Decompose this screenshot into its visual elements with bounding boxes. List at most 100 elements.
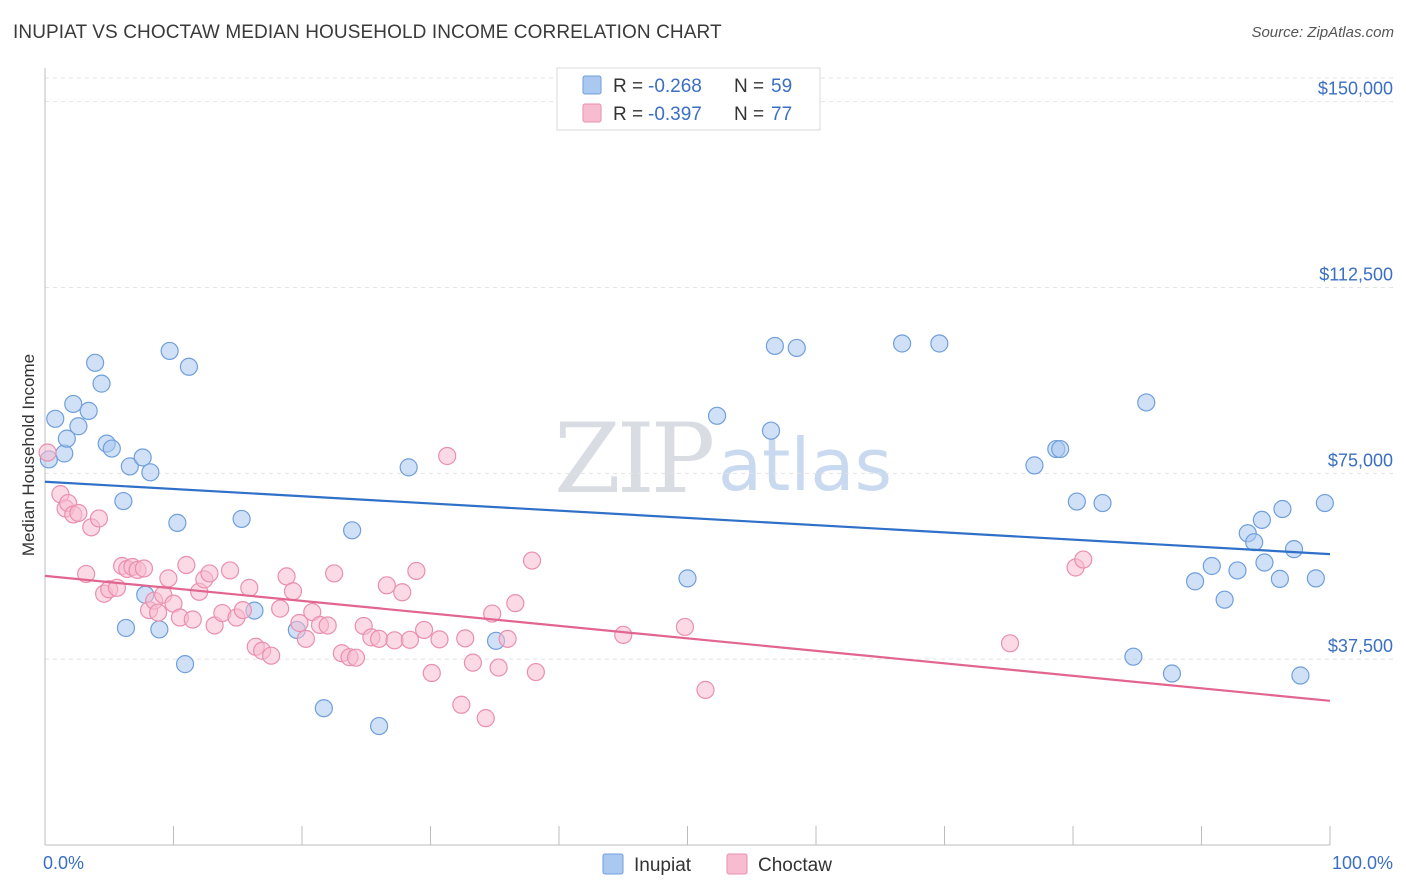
choctaw-point-67 [489,658,508,677]
choctaw-point-33 [233,600,252,620]
inupiat-point-42 [1124,647,1143,666]
y-tick-label-3: $150,000 [1318,79,1393,99]
choctaw-point-5 [69,503,88,523]
choctaw-point-61 [438,446,457,466]
x-tick-label-start: 0.0% [43,853,84,873]
choctaw-point-34 [240,578,259,597]
inupiat-point-14 [133,448,152,467]
choctaw-point-63 [456,629,475,648]
legend-swatch-inupiat [582,75,602,95]
inupiat-point-56 [1291,666,1310,685]
bottom-legend-label-inupiat: Inupiat [634,855,692,876]
inupiat-point-3 [57,429,76,448]
inupiat-point-13 [120,457,139,476]
inupiat-point-5 [69,417,88,436]
choctaw-point-21 [159,569,178,588]
choctaw-point-69 [506,594,525,613]
chart-title: INUPIAT VS CHOCTAW MEDIAN HOUSEHOLD INCO… [13,22,722,43]
choctaw-points [38,443,1093,728]
inupiat-point-22 [232,509,251,529]
choctaw-point-24 [177,555,196,575]
legend-r-label-1: R = [613,76,643,97]
y-tick-label-0: $37,500 [1328,636,1393,656]
choctaw-point-42 [296,629,315,648]
inupiat-point-58 [1315,493,1334,513]
choctaw-point-38 [271,599,290,618]
choctaw-point-73 [675,617,695,637]
inupiat-point-25 [314,699,333,718]
y-axis-title: Median Household Income [19,354,38,556]
inupiat-point-40 [1067,492,1086,511]
choctaw-point-40 [283,582,303,601]
inupiat-point-54 [1273,499,1292,519]
bottom-legend-swatch-inupiat [602,853,624,875]
choctaw-point-45 [318,616,337,635]
inupiat-point-11 [114,491,133,511]
inupiat-points [39,334,1334,736]
choctaw-point-58 [414,620,434,640]
inupiat-point-55 [1284,540,1304,559]
inupiat-point-46 [1202,556,1221,576]
bottom-legend-label-choctaw: Choctaw [758,855,832,876]
choctaw-point-68 [498,629,517,648]
legend-n-label-2: N = [734,104,764,125]
inupiat-point-26 [343,521,362,540]
inupiat-point-17 [150,620,169,639]
inupiat-point-35 [892,334,912,353]
choctaw-point-71 [526,662,545,682]
y-tick-label-1: $75,000 [1328,450,1393,470]
choctaw-point-6 [77,564,96,584]
inupiat-point-4 [64,394,83,414]
inupiat-point-18 [160,341,179,361]
inupiat-point-27 [370,716,389,736]
choctaw-point-46 [325,564,344,583]
choctaw-point-52 [370,629,389,648]
inupiat-point-34 [787,338,806,358]
choctaw-point-62 [452,695,471,714]
inupiat-point-48 [1228,561,1247,580]
inupiat-point-1 [46,409,65,428]
choctaw-point-0 [38,443,57,462]
choctaw-point-66 [483,604,502,623]
source-credit: Source: ZipAtlas.com [1251,24,1394,41]
y-tick-label-2: $112,500 [1319,264,1393,284]
inupiat-point-43 [1137,393,1156,412]
choctaw-point-16 [134,559,154,578]
inupiat-point-39 [1051,439,1070,459]
choctaw-point-8 [89,509,109,528]
choctaw-point-60 [430,630,449,649]
choctaw-point-59 [422,663,441,683]
watermark-atlas: atlas [718,423,892,507]
inupiat-point-31 [707,406,727,425]
inupiat-point-16 [141,463,160,482]
choctaw-point-53 [377,576,396,595]
inupiat-point-2 [55,444,74,463]
choctaw-point-28 [200,564,219,583]
inupiat-point-20 [175,655,195,674]
x-tick-labels: 0.0% 100.0% [43,853,1393,873]
x-tick-label-end: 100.0% [1332,853,1393,873]
choctaw-point-41 [290,613,309,633]
inupiat-point-8 [92,374,111,393]
inupiat-point-28 [399,458,418,477]
legend-n-label-1: N = [734,76,764,97]
inupiat-point-53 [1270,569,1289,588]
grid-lines [45,77,1395,660]
trend-lines [44,480,1331,702]
inupiat-point-51 [1252,510,1271,530]
inupiat-point-33 [765,336,784,356]
choctaw-point-64 [463,653,483,672]
inupiat-point-7 [86,353,105,372]
inupiat-point-12 [116,618,136,638]
series-legend: Inupiat Choctaw [602,853,832,876]
inupiat-point-47 [1215,590,1234,609]
choctaw-point-37 [262,646,281,665]
watermark-zip: ZIP [554,403,713,515]
choctaw-point-72 [614,625,633,644]
legend-r-value-2: -0.397 [648,104,702,125]
inupiat-point-45 [1185,572,1205,591]
choctaw-point-70 [522,551,542,570]
choctaw-trend-line [44,574,1331,702]
inupiat-point-52 [1255,553,1274,572]
